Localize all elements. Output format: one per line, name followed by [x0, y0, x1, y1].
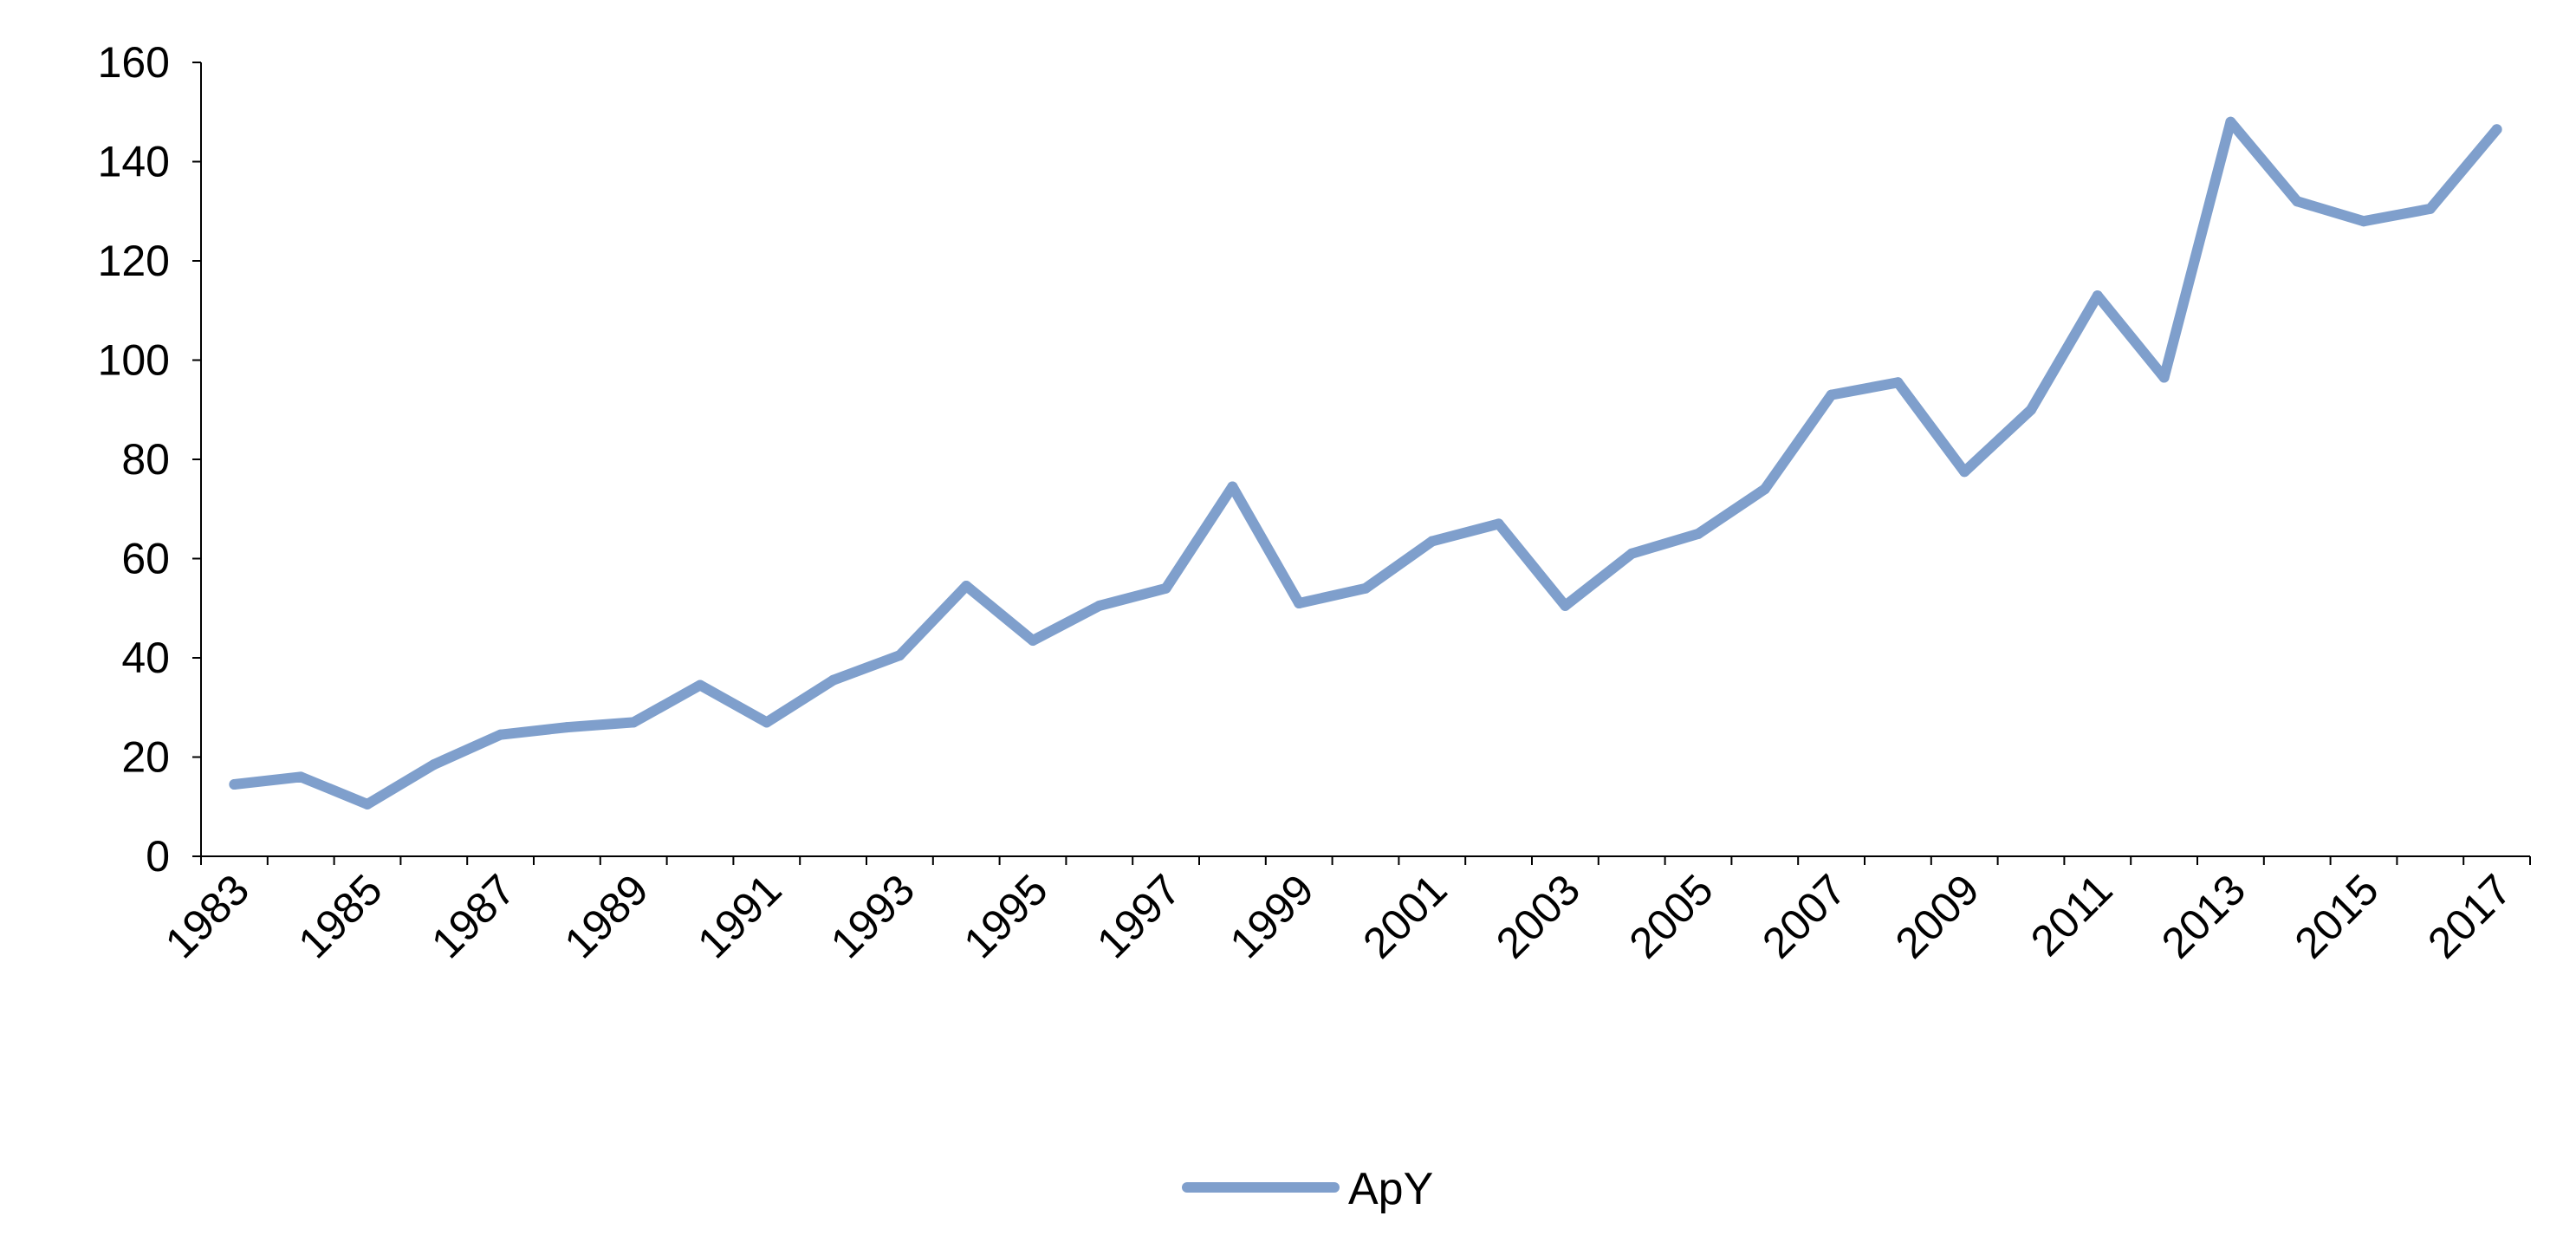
- data-point: [1959, 466, 1970, 478]
- x-tick-label: 2015: [2286, 865, 2388, 967]
- x-tick-label: 1993: [821, 865, 924, 967]
- data-point: [2158, 372, 2170, 383]
- legend: ApY: [1182, 1164, 1433, 1214]
- data-point: [894, 650, 905, 661]
- y-tick-label: 0: [146, 832, 170, 881]
- data-point: [1892, 377, 1904, 388]
- x-tick-label: 1989: [555, 865, 658, 967]
- data-point: [561, 722, 573, 733]
- data-point: [1759, 484, 1770, 495]
- data-point: [1093, 600, 1105, 611]
- x-tick-label: 1985: [289, 865, 392, 967]
- x-tick-label: 2001: [1353, 865, 1456, 967]
- y-tick-label: 120: [98, 237, 170, 285]
- x-tick-label: 1999: [1221, 865, 1323, 967]
- data-point: [961, 581, 972, 591]
- x-tick-label: 2003: [1487, 865, 1589, 967]
- y-tick-label: 100: [98, 336, 170, 385]
- data-point: [2225, 116, 2236, 127]
- data-point: [495, 729, 506, 740]
- data-point: [1160, 582, 1171, 594]
- data-point: [428, 759, 439, 771]
- data-point: [827, 674, 839, 686]
- data-point: [2026, 404, 2036, 415]
- data-point: [628, 717, 639, 728]
- data-point: [1294, 598, 1305, 608]
- data-point: [295, 771, 307, 783]
- x-tick-label: 2011: [2021, 865, 2122, 966]
- data-point: [1426, 536, 1437, 547]
- data-point: [2359, 216, 2369, 227]
- x-tick-label: 2017: [2418, 865, 2521, 967]
- y-tick-label: 60: [121, 535, 170, 583]
- legend-label-apy: ApY: [1348, 1164, 1433, 1214]
- x-tick-label: 1991: [688, 865, 790, 967]
- data-point: [1360, 582, 1371, 594]
- data-point: [2092, 290, 2103, 302]
- data-point: [761, 717, 772, 728]
- data-point: [1626, 548, 1638, 559]
- y-axis-ticks: 0 20 40 60 80 100 120 140 160: [98, 38, 201, 881]
- y-tick-label: 160: [98, 38, 170, 87]
- data-point: [1693, 528, 1703, 539]
- data-point: [2424, 203, 2436, 214]
- data-point: [362, 798, 373, 810]
- x-tick-label: 2005: [1620, 865, 1723, 967]
- y-tick-label: 40: [121, 634, 170, 682]
- y-tick-label: 80: [121, 435, 170, 484]
- data-point: [1227, 481, 1238, 492]
- y-tick-label: 20: [121, 733, 170, 782]
- series-line-apy: [229, 116, 2502, 810]
- x-axis-ticks: 1983 1985 1987 1989 1991 1993 1995 1997 1999 2001…: [156, 856, 2531, 967]
- data-point: [1826, 389, 1837, 400]
- data-point: [695, 680, 705, 691]
- x-tick-label: 2013: [2152, 865, 2255, 967]
- x-tick-label: 2009: [1886, 865, 1989, 967]
- x-tick-label: 1983: [156, 865, 258, 967]
- y-tick-label: 140: [98, 138, 170, 186]
- series-layer: [229, 116, 2502, 810]
- x-tick-label: 1997: [1087, 865, 1190, 967]
- x-tick-label: 2007: [1753, 865, 1855, 967]
- data-point: [2491, 124, 2502, 135]
- data-point: [1560, 600, 1571, 611]
- data-point: [1028, 635, 1038, 646]
- x-tick-label: 1995: [955, 865, 1057, 967]
- data-point: [2292, 196, 2303, 207]
- data-point: [1493, 518, 1504, 530]
- data-point: [229, 779, 240, 790]
- x-tick-label: 1987: [422, 865, 524, 967]
